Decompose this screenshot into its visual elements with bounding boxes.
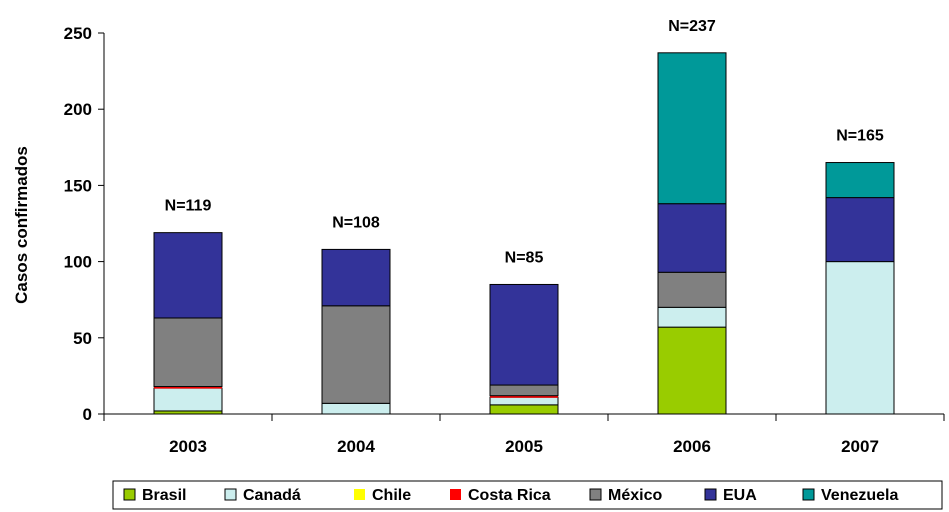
y-axis-label: Casos confirmados: [12, 146, 31, 304]
x-axis: 2003 2004 2005 2006 2007: [103, 413, 945, 456]
y-tick-label: 0: [83, 405, 92, 424]
bar-segment-canada: [489, 396, 559, 406]
legend-label: Canadá: [243, 487, 301, 504]
legend-item: Costa Rica: [450, 487, 551, 504]
legend-swatch: [450, 489, 461, 500]
y-tick-label: 200: [64, 100, 92, 119]
y-tick-label: 250: [64, 24, 92, 43]
bar-segment-eua: [321, 248, 391, 307]
legend-item: EUA: [704, 487, 757, 504]
bar-segment-brasil: [657, 326, 727, 415]
bar-segment-venezuela: [657, 52, 727, 205]
legend-label: Brasil: [142, 487, 186, 504]
x-tick-label: 2005: [505, 437, 543, 456]
bars: [153, 52, 895, 415]
legend-label: Venezuela: [821, 487, 898, 504]
bar-segment-mexico: [657, 271, 727, 308]
legend-item: Canadá: [224, 487, 301, 504]
legend-swatch: [123, 488, 136, 501]
legend-item: Brasil: [123, 487, 186, 504]
bar-segment-mexico: [153, 317, 223, 388]
bar-segment-eua: [657, 203, 727, 273]
x-tick-label: 2003: [169, 437, 207, 456]
legend-label: Costa Rica: [468, 487, 551, 504]
y-tick-label: 100: [64, 253, 92, 272]
bar-segment-eua: [489, 283, 559, 386]
bar-segment-canada: [825, 261, 895, 415]
bar-segment-eua: [825, 197, 895, 263]
legend-swatch: [802, 488, 815, 501]
legend-swatch: [224, 488, 237, 501]
x-tick-label: 2006: [673, 437, 711, 456]
legend-swatch: [589, 488, 602, 501]
legend: Brasil Canadá Chile Costa Rica México EUA Vene…: [112, 480, 943, 510]
legend-label: Chile: [372, 487, 411, 504]
bar-segment-canada: [657, 306, 727, 328]
y-axis: 0 50 100 150 200 250: [64, 24, 105, 424]
bar-segment-canada: [153, 387, 223, 412]
bar-total-label: N=237: [668, 18, 716, 35]
bar-segment-venezuela: [825, 162, 895, 199]
bar-segment-mexico: [489, 384, 559, 397]
legend-item: Chile: [354, 487, 411, 504]
bar-total-label: N=108: [332, 214, 380, 231]
bar-segment-mexico: [321, 305, 391, 404]
legend-swatch: [354, 489, 365, 500]
bar-total-label: N=165: [836, 128, 884, 145]
y-tick-label: 50: [73, 329, 92, 348]
total-labels: N=119 N=108 N=85 N=237 N=165: [165, 18, 884, 267]
bar-segment-eua: [153, 232, 223, 319]
y-tick-label: 150: [64, 176, 92, 195]
legend-swatch: [704, 488, 717, 501]
bar-segment-costa-rica: [154, 386, 222, 389]
bar-total-label: N=119: [165, 198, 212, 215]
legend-label: EUA: [723, 487, 757, 504]
bar-total-label: N=85: [505, 249, 544, 266]
x-tick-label: 2007: [841, 437, 879, 456]
bar-segment-brasil: [489, 404, 559, 415]
bar-segment-costa-rica: [490, 395, 558, 398]
legend-label: México: [608, 487, 662, 504]
legend-item: México: [589, 487, 662, 504]
bar-segment-canada: [321, 402, 391, 415]
x-tick-label: 2004: [337, 437, 375, 456]
legend-item: Venezuela: [802, 487, 898, 504]
